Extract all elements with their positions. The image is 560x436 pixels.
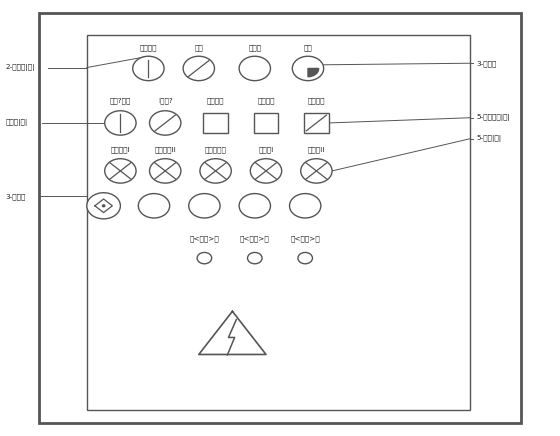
Text: 计量泵II: 计量泵II <box>307 147 325 153</box>
Bar <box>39 13 521 423</box>
Text: 液位高: 液位高 <box>248 45 262 51</box>
Bar <box>87 35 470 410</box>
Text: 3-电位器: 3-电位器 <box>6 193 26 200</box>
Circle shape <box>248 252 262 264</box>
Text: 3-频率表: 3-频率表 <box>476 60 496 67</box>
Text: 慢<调速>快: 慢<调速>快 <box>240 235 270 242</box>
Text: 千船泵发频: 千船泵发频 <box>204 147 227 153</box>
Circle shape <box>298 252 312 264</box>
Circle shape <box>105 159 136 183</box>
Text: 频率显示: 频率显示 <box>207 97 225 104</box>
Circle shape <box>197 252 212 264</box>
Circle shape <box>150 111 181 135</box>
Text: 慢<调速>快: 慢<调速>快 <box>290 235 320 242</box>
Circle shape <box>239 56 270 81</box>
Circle shape <box>200 159 231 183</box>
Circle shape <box>301 159 332 183</box>
Text: 频率显示: 频率显示 <box>307 97 325 104</box>
Text: 慢<调速>快: 慢<调速>快 <box>189 235 220 242</box>
Circle shape <box>87 193 120 219</box>
Bar <box>304 113 329 133</box>
Circle shape <box>133 56 164 81</box>
Text: 加药搅拌I: 加药搅拌I <box>110 147 130 153</box>
Circle shape <box>292 56 324 81</box>
Text: 指示灯|白|: 指示灯|白| <box>6 119 28 126</box>
Circle shape <box>250 159 282 183</box>
Text: 急停: 急停 <box>304 45 312 51</box>
Text: 2-指示灯|红|: 2-指示灯|红| <box>6 64 35 71</box>
Bar <box>254 113 278 133</box>
Text: 5-按钮|红|: 5-按钮|红| <box>476 135 501 142</box>
Circle shape <box>138 194 170 218</box>
Text: 手控?选择: 手控?选择 <box>110 97 131 104</box>
Circle shape <box>239 194 270 218</box>
Text: 5-带灯按钮|绿|: 5-带灯按钮|绿| <box>476 114 510 121</box>
Text: 计量泵I: 计量泵I <box>258 147 274 153</box>
Circle shape <box>290 194 321 218</box>
Circle shape <box>150 159 181 183</box>
Text: 加药搅拌II: 加药搅拌II <box>155 147 176 153</box>
Text: 电源接通: 电源接通 <box>139 45 157 51</box>
Circle shape <box>105 111 136 135</box>
Wedge shape <box>308 68 319 77</box>
Circle shape <box>102 205 105 207</box>
Text: 故障: 故障 <box>194 45 203 51</box>
Bar <box>203 113 228 133</box>
Text: 频率显示: 频率显示 <box>257 97 275 104</box>
Text: I遥控?: I遥控? <box>158 97 172 104</box>
Circle shape <box>183 56 214 81</box>
Circle shape <box>189 194 220 218</box>
